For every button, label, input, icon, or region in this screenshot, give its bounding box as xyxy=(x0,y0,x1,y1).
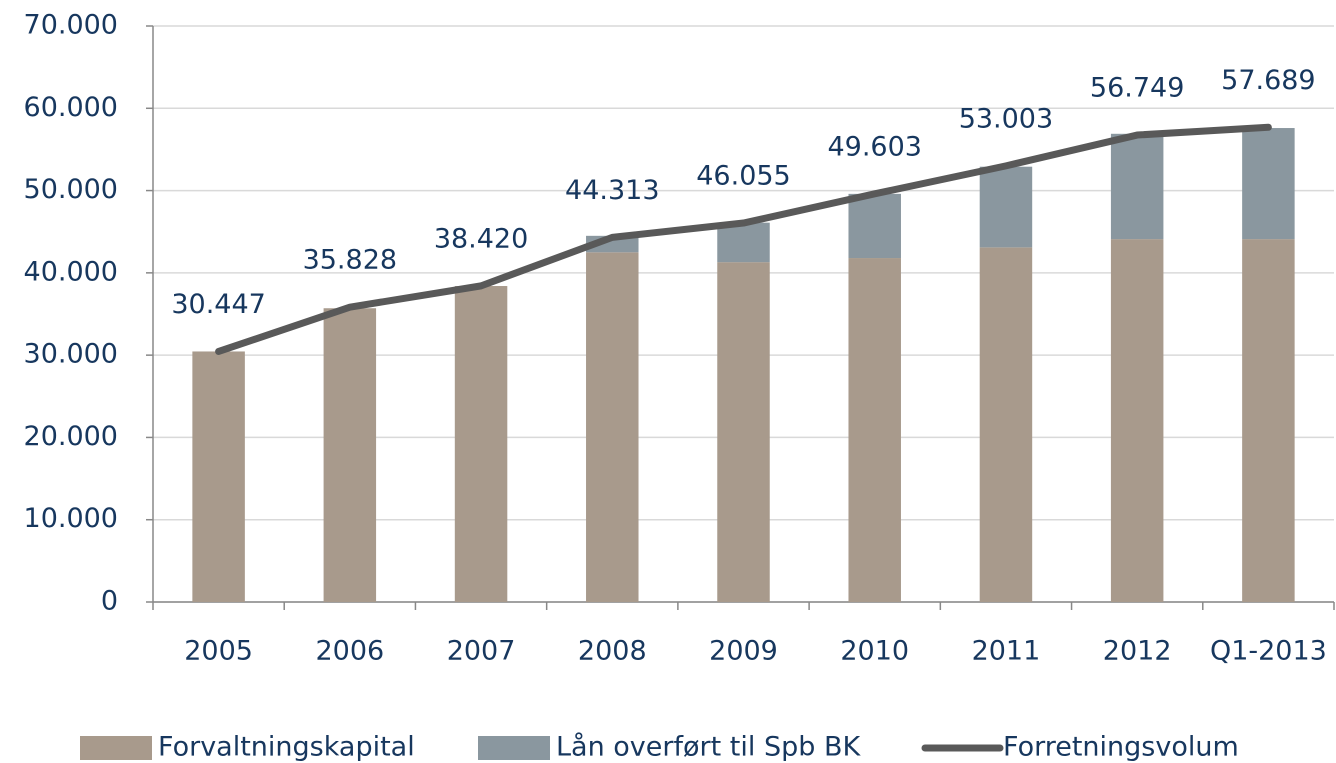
data-label: 30.447 xyxy=(171,289,265,320)
x-tick-label: 2010 xyxy=(840,636,909,667)
data-label: 35.828 xyxy=(303,245,397,276)
bar xyxy=(979,166,1033,248)
bar xyxy=(586,252,639,603)
y-tick-label: 10.000 xyxy=(24,503,118,534)
bar xyxy=(1110,239,1164,602)
data-label: 38.420 xyxy=(434,223,528,254)
legend-swatch xyxy=(478,736,550,760)
x-tick-label: 2006 xyxy=(315,636,384,667)
legend-swatch xyxy=(80,736,152,760)
y-tick-label: 30.000 xyxy=(24,339,118,370)
bar xyxy=(717,222,770,263)
data-label: 46.055 xyxy=(696,161,790,192)
y-tick-label: 40.000 xyxy=(24,256,118,287)
x-tick-label: 2005 xyxy=(184,636,253,667)
y-tick-label: 20.000 xyxy=(24,421,118,452)
bar xyxy=(717,262,770,602)
data-label: 49.603 xyxy=(827,131,921,162)
bar xyxy=(848,193,901,259)
x-tick-label: 2011 xyxy=(972,636,1041,667)
x-tick-label: 2009 xyxy=(709,636,778,667)
legend-label: Forretningsvolum xyxy=(1003,732,1239,763)
y-tick-label: 70.000 xyxy=(24,10,118,41)
line xyxy=(215,123,1272,355)
x-tick-label: 2008 xyxy=(578,636,647,667)
x-tick-label: 2012 xyxy=(1103,636,1172,667)
legend-label: Lån overført til Spb BK xyxy=(556,732,861,763)
data-label: 57.689 xyxy=(1221,65,1315,96)
bar xyxy=(323,308,377,602)
y-tick-label: 60.000 xyxy=(24,92,118,123)
bar xyxy=(1110,133,1164,240)
bar xyxy=(1242,239,1295,602)
x-tick-label: Q1-2013 xyxy=(1210,636,1327,667)
y-tick-label: 50.000 xyxy=(24,174,118,205)
bar xyxy=(454,286,508,602)
bar xyxy=(848,258,901,602)
bar xyxy=(1242,128,1295,240)
data-label: 53.003 xyxy=(959,103,1053,134)
y-tick-label: 0 xyxy=(101,586,118,617)
bar xyxy=(979,247,1033,602)
x-tick-label: 2007 xyxy=(447,636,516,667)
data-label: 44.313 xyxy=(565,175,659,206)
legend-label: Forvaltningskapital xyxy=(158,732,415,763)
data-label: 56.749 xyxy=(1090,73,1184,104)
bar xyxy=(192,351,245,602)
